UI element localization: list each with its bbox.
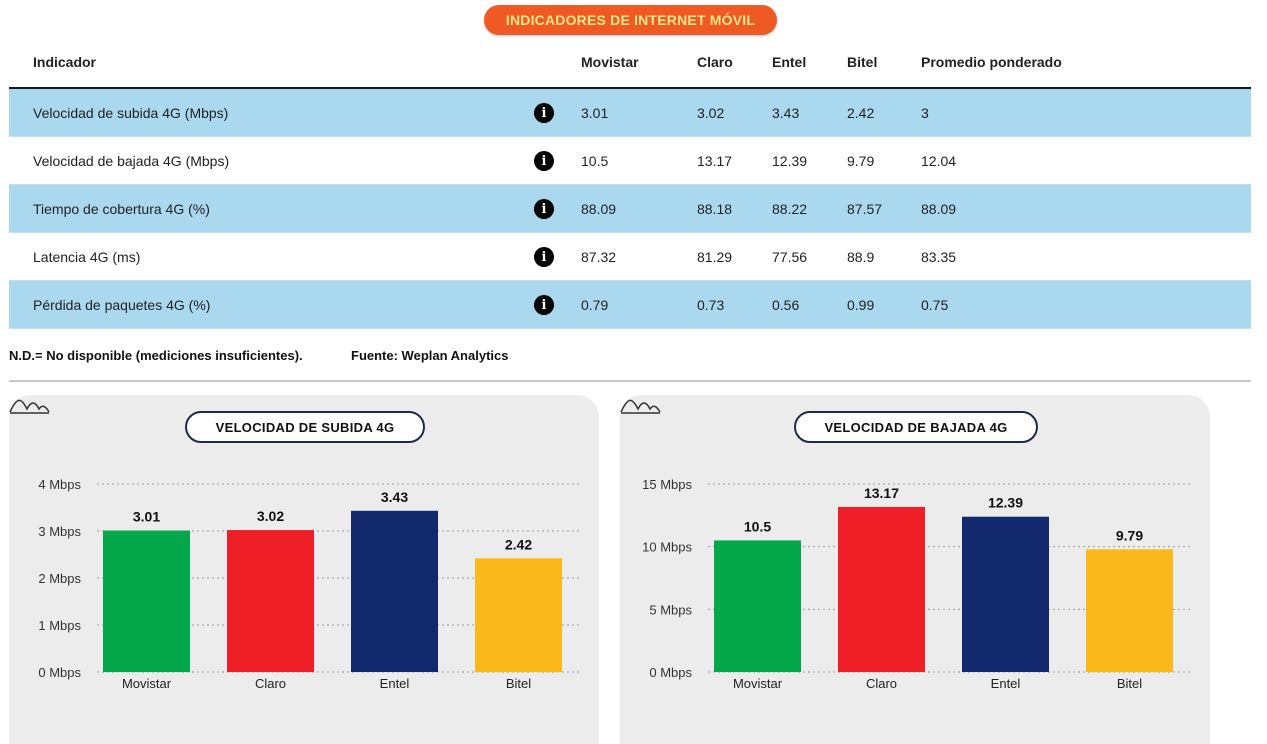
table-cell-promedio-ponderado: 88.09: [921, 201, 957, 217]
table-cell-movistar: 3.01: [581, 105, 609, 121]
column-header-movistar: Movistar: [581, 54, 639, 70]
table-cell-movistar: 87.32: [581, 249, 617, 265]
table-cell-entel: 0.56: [772, 297, 800, 313]
y-tick-label: 3 Mbps: [38, 524, 81, 539]
table-cell-claro: 0.73: [697, 297, 725, 313]
y-tick-label: 0 Mbps: [38, 665, 81, 680]
upload-chart-title: VELOCIDAD DE SUBIDA 4G: [185, 411, 425, 443]
table-cell-movistar: 10.5: [581, 153, 609, 169]
data-label: 3.43: [381, 489, 408, 505]
table-row: Tiempo de cobertura 4G (%) i 88.09 88.18 88.…: [9, 185, 1251, 233]
x-tick-label: Movistar: [733, 676, 783, 691]
table-row: Velocidad de bajada 4G (Mbps) i 10.5 13.17 1…: [9, 137, 1251, 185]
table-cell-movistar: 0.79: [581, 297, 609, 313]
table-cell-bitel: 87.57: [847, 201, 883, 217]
info-icon[interactable]: i: [534, 103, 554, 123]
table-cell-claro: 3.02: [697, 105, 725, 121]
table-cell-movistar: 88.09: [581, 201, 617, 217]
data-label: 12.39: [988, 495, 1023, 511]
x-tick-label: Bitel: [1117, 676, 1142, 691]
data-label: 2.42: [505, 536, 532, 552]
indicator-label: Velocidad de subida 4G (Mbps): [33, 105, 229, 121]
bar-movistar: [714, 540, 801, 672]
column-header-bitel: Bitel: [847, 54, 878, 70]
x-tick-label: Bitel: [506, 676, 531, 691]
column-header-entel: Entel: [772, 54, 807, 70]
table-cell-claro: 81.29: [697, 249, 733, 265]
info-icon[interactable]: i: [534, 247, 554, 267]
download-chart-title: VELOCIDAD DE BAJADA 4G: [794, 411, 1038, 443]
info-icon[interactable]: i: [534, 295, 554, 315]
column-header-promedio: Promedio ponderado: [921, 54, 1062, 70]
table-body: Velocidad de subida 4G (Mbps) i 3.01 3.02 3.…: [9, 89, 1251, 329]
data-label: 3.01: [133, 509, 160, 525]
data-label: 13.17: [864, 485, 899, 501]
bar-movistar: [103, 530, 190, 672]
column-header-claro: Claro: [697, 54, 733, 70]
bar-entel: [962, 516, 1049, 672]
y-tick-label: 2 Mbps: [38, 571, 81, 586]
y-tick-label: 5 Mbps: [649, 602, 692, 617]
bar-claro: [838, 506, 925, 672]
divider: [9, 380, 1251, 382]
y-tick-label: 0 Mbps: [649, 665, 692, 680]
bar-entel: [351, 510, 438, 672]
indicator-label: Tiempo de cobertura 4G (%): [33, 201, 210, 217]
table-cell-promedio-ponderado: 3: [921, 105, 929, 121]
table-header: Indicador Movistar Claro Entel Bitel Pro…: [9, 40, 1251, 89]
download-chart-panel: 0 Mbps 5 Mbps 10 Mbps 15 Mbps 10.5 Movistar 13…: [620, 395, 1210, 744]
table-cell-bitel: 9.79: [847, 153, 875, 169]
table-row: Velocidad de subida 4G (Mbps) i 3.01 3.02 3.…: [9, 89, 1251, 137]
footnote-nd: N.D.= No disponible (mediciones insufici…: [9, 348, 303, 363]
table-cell-entel: 3.43: [772, 105, 800, 121]
upload-chart-panel: 0 Mbps 1 Mbps 2 Mbps 3 Mbps 4 Mbps 3.01 Movist…: [9, 395, 599, 744]
table-cell-promedio-ponderado: 83.35: [921, 249, 957, 265]
data-label: 10.5: [744, 518, 771, 534]
table-cell-entel: 12.39: [772, 153, 808, 169]
indicators-table: Indicador Movistar Claro Entel Bitel Pro…: [9, 40, 1251, 329]
indicator-label: Pérdida de paquetes 4G (%): [33, 297, 211, 313]
footnote-source: Fuente: Weplan Analytics: [351, 348, 509, 363]
y-tick-label: 4 Mbps: [38, 477, 81, 492]
table-cell-bitel: 2.42: [847, 105, 875, 121]
wave-logo-icon: [620, 399, 661, 414]
x-tick-label: Entel: [380, 676, 410, 691]
upload-chart: 0 Mbps 1 Mbps 2 Mbps 3 Mbps 4 Mbps 3.01 Movist…: [38, 477, 579, 691]
data-label: 3.02: [257, 508, 284, 524]
table-cell-bitel: 0.99: [847, 297, 875, 313]
download-chart: 0 Mbps 5 Mbps 10 Mbps 15 Mbps 10.5 Movistar 13…: [642, 477, 1190, 691]
table-row: Pérdida de paquetes 4G (%) i 0.79 0.73 0.56 0…: [9, 281, 1251, 329]
info-icon[interactable]: i: [534, 151, 554, 171]
x-tick-label: Claro: [255, 676, 286, 691]
bar-bitel: [1086, 549, 1173, 672]
page-title: INDICADORES DE INTERNET MÓVIL: [484, 5, 777, 35]
bar-bitel: [475, 558, 562, 672]
wave-logo-icon: [9, 399, 50, 414]
y-tick-label: 10 Mbps: [642, 540, 692, 555]
table-cell-bitel: 88.9: [847, 249, 875, 265]
table-cell-entel: 88.22: [772, 201, 808, 217]
x-tick-label: Claro: [866, 676, 897, 691]
table-cell-claro: 88.18: [697, 201, 733, 217]
x-tick-label: Movistar: [122, 676, 172, 691]
table-cell-promedio-ponderado: 12.04: [921, 153, 957, 169]
column-header-indicador: Indicador: [33, 54, 97, 70]
indicator-label: Velocidad de bajada 4G (Mbps): [33, 153, 230, 169]
table-cell-entel: 77.56: [772, 249, 808, 265]
bar-claro: [227, 530, 314, 672]
table-cell-promedio-ponderado: 0.75: [921, 297, 949, 313]
data-label: 9.79: [1116, 527, 1143, 543]
x-tick-label: Entel: [991, 676, 1021, 691]
info-icon[interactable]: i: [534, 199, 554, 219]
table-cell-claro: 13.17: [697, 153, 733, 169]
y-tick-label: 15 Mbps: [642, 477, 692, 492]
table-row: Latencia 4G (ms) i 87.32 81.29 77.56 88.9 83.3…: [9, 233, 1251, 281]
indicator-label: Latencia 4G (ms): [33, 249, 141, 265]
y-tick-label: 1 Mbps: [38, 618, 81, 633]
